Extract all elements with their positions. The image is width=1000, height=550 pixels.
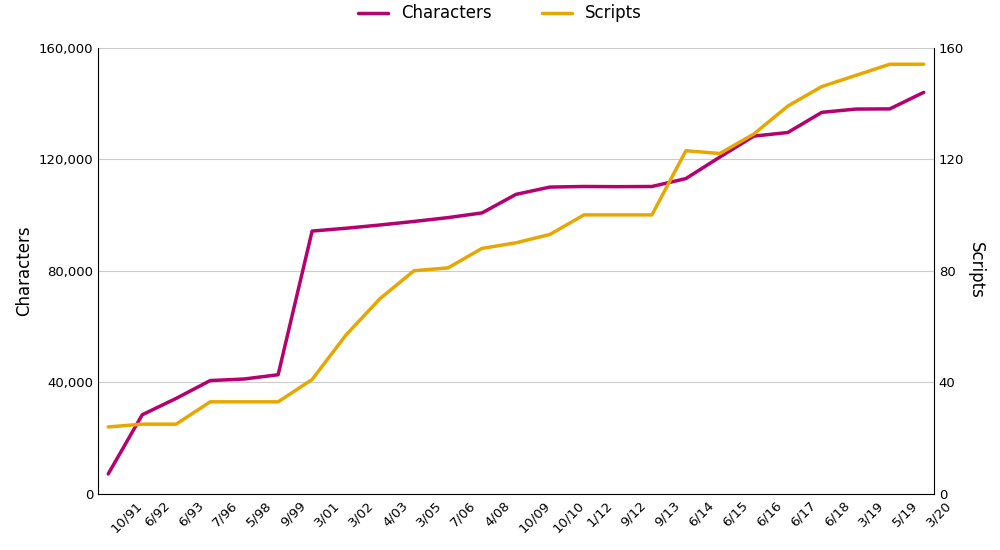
Legend: Characters, Scripts: Characters, Scripts [351, 0, 649, 29]
Y-axis label: Characters: Characters [15, 226, 33, 316]
Y-axis label: Scripts: Scripts [967, 242, 985, 299]
